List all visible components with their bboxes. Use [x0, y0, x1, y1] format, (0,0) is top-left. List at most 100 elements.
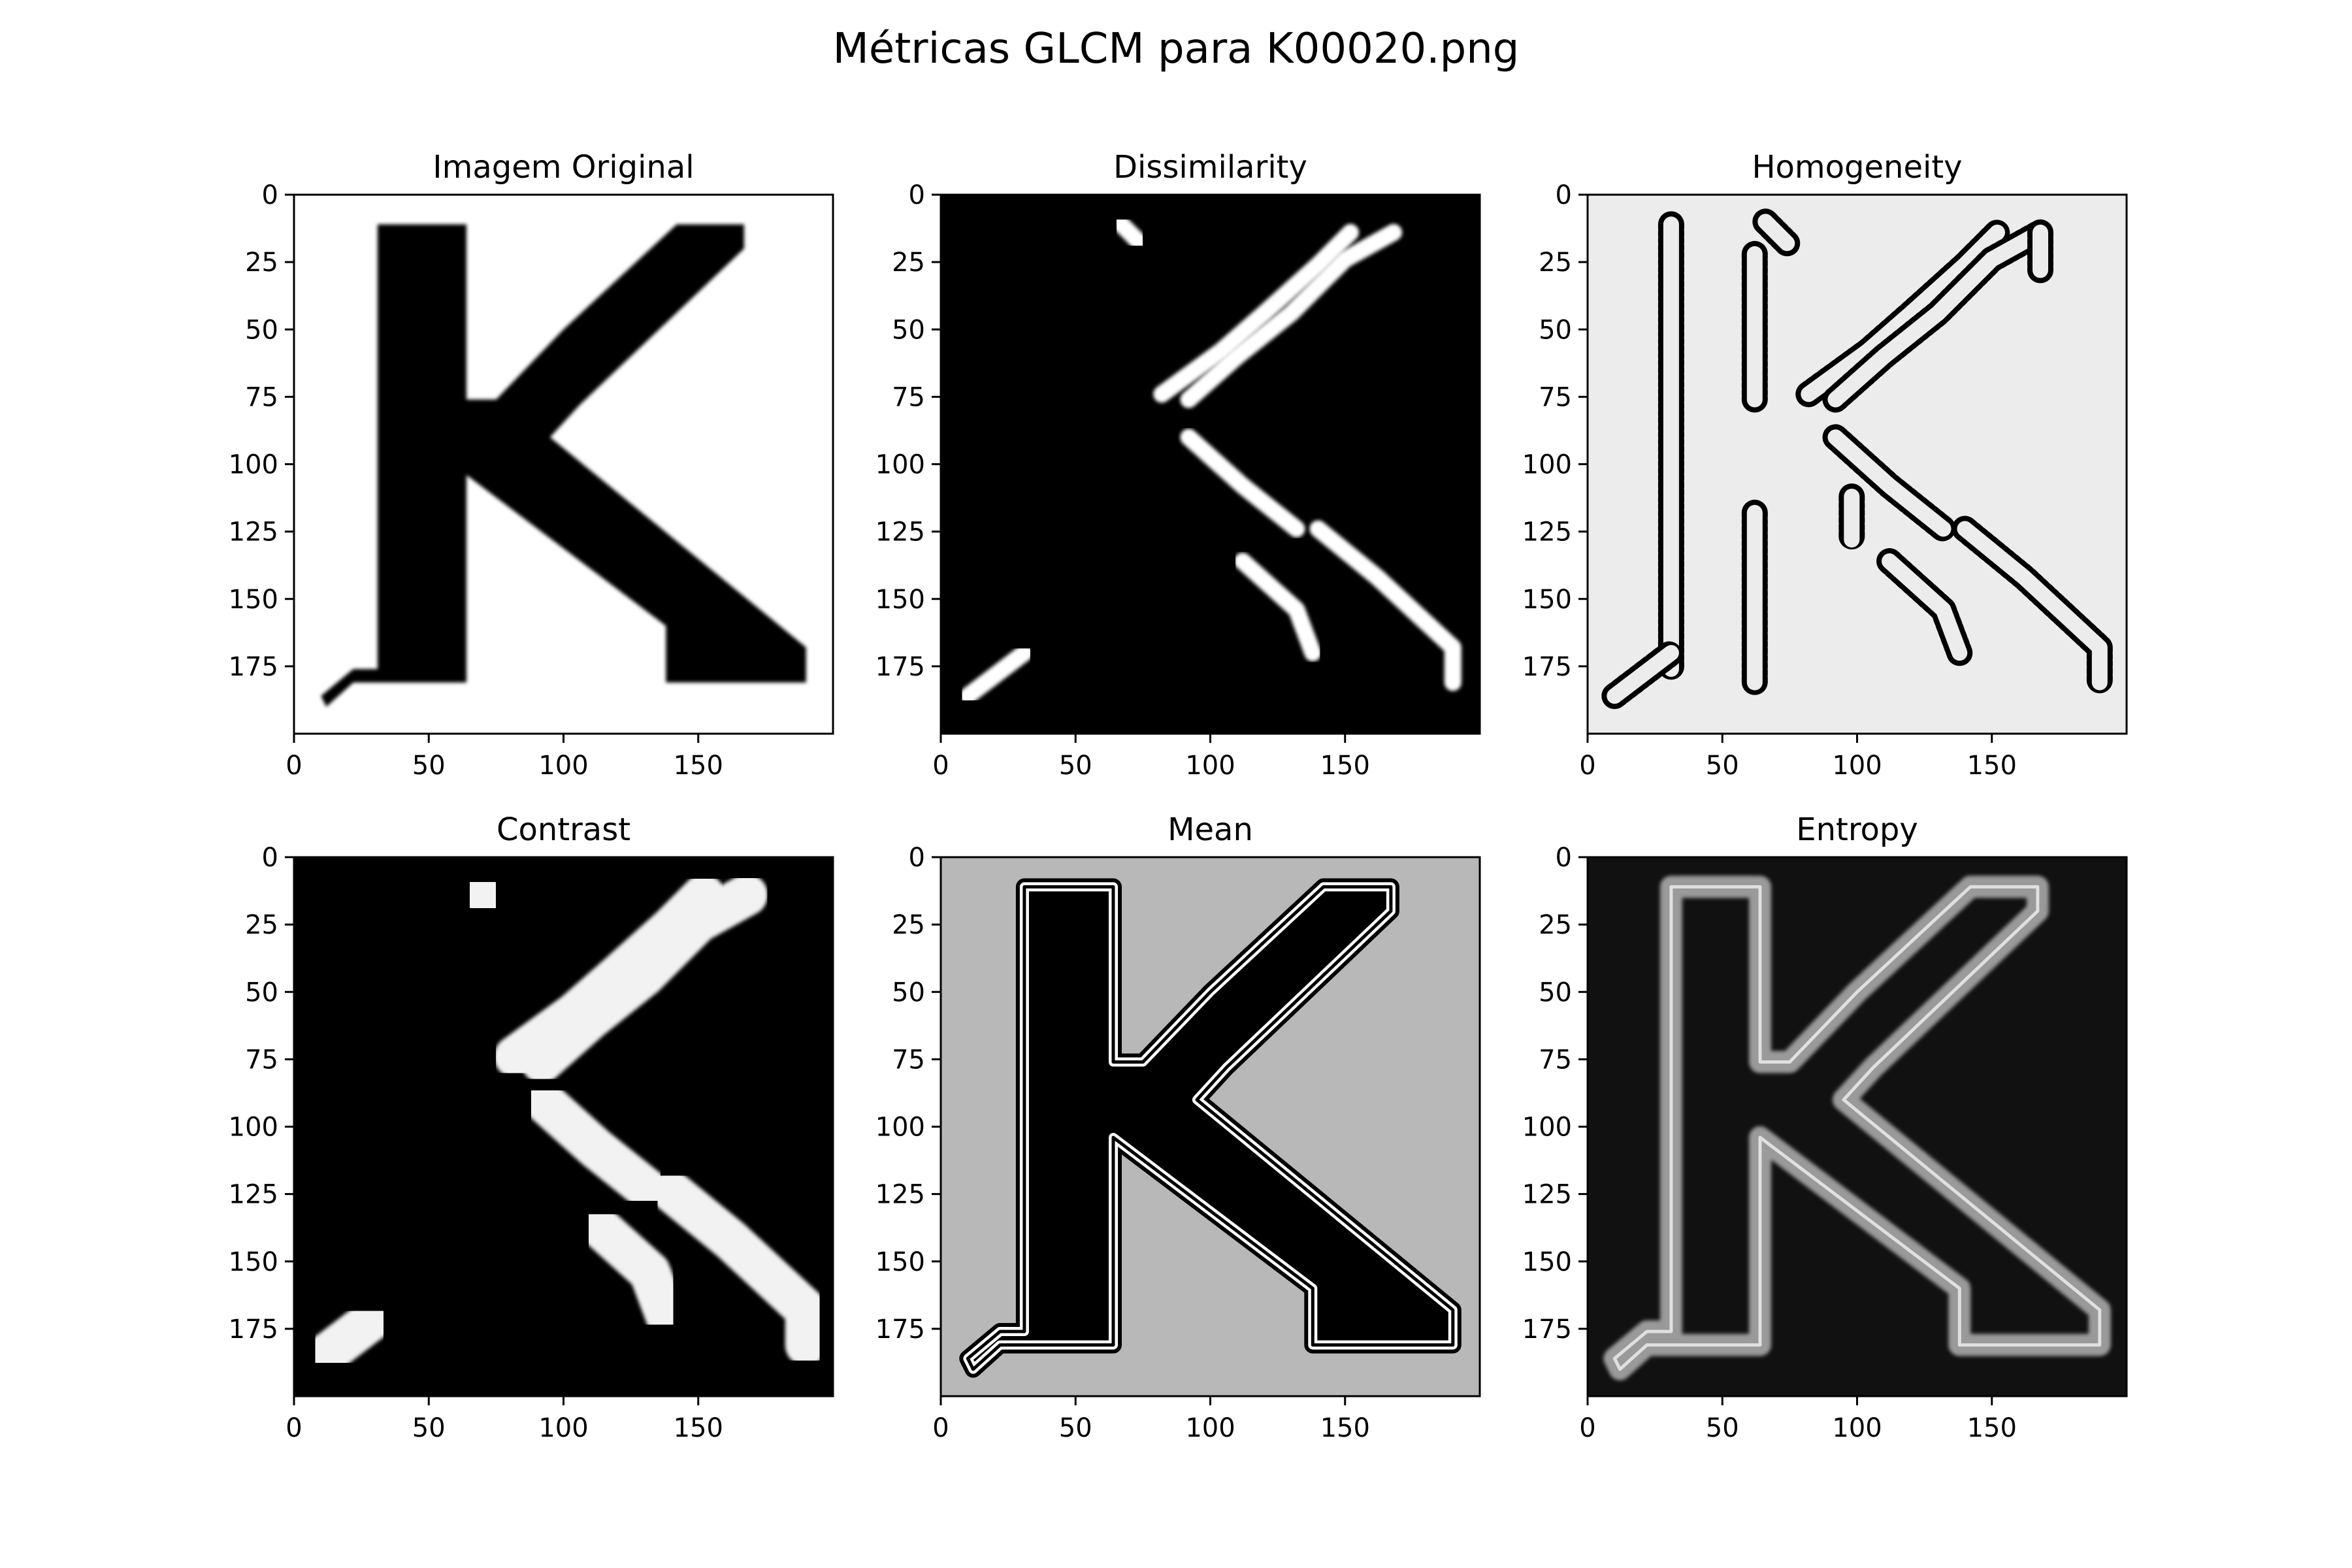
- edge-stroke: [1309, 520, 1462, 691]
- y-tick-label: 0: [909, 180, 925, 210]
- edge-stroke: [451, 863, 515, 927]
- y-tick-label: 175: [1522, 652, 1572, 682]
- y-tick-label: 0: [1556, 180, 1572, 210]
- y-tick-label: 25: [892, 910, 925, 940]
- y-tick-label: 25: [1539, 248, 1572, 278]
- y-tick-label: 25: [245, 248, 278, 278]
- x-tick-label: 50: [1059, 1413, 1092, 1443]
- y-tick-label: 50: [1539, 977, 1572, 1007]
- x-tick-label: 0: [286, 1413, 302, 1443]
- x-tick-label: 50: [412, 1413, 446, 1443]
- x-tick-label: 0: [1579, 751, 1595, 781]
- x-tick-label: 50: [1059, 751, 1092, 781]
- y-tick-label: 75: [892, 1045, 925, 1075]
- panel-image: [941, 857, 1480, 1396]
- y-tick-label: 25: [245, 910, 278, 940]
- edge-stroke: [959, 644, 1033, 705]
- y-tick-label: 100: [875, 450, 925, 480]
- panel-image: [294, 857, 833, 1396]
- y-tick-label: 0: [262, 843, 278, 873]
- y-tick-label: 125: [229, 1180, 278, 1210]
- y-tick-label: 125: [875, 517, 925, 547]
- x-tick-label: 100: [538, 1413, 588, 1443]
- edge-stroke: [1153, 223, 1359, 403]
- y-tick-label: 150: [229, 1247, 278, 1277]
- edge-stroke: [300, 1294, 399, 1380]
- x-tick-label: 100: [1832, 1413, 1882, 1443]
- edge-stroke-inner: [1607, 645, 1679, 704]
- panel-2: Dissimilarity 0 50 100 150 0 25 50 75 100 125 150 17…: [875, 149, 1481, 781]
- y-tick-label: 50: [1539, 315, 1572, 345]
- panel-title: Entropy: [1796, 811, 1918, 848]
- y-tick-label: 75: [245, 382, 278, 412]
- panel-image: [1588, 857, 2127, 1396]
- x-tick-label: 150: [674, 1413, 723, 1443]
- panel-3: Homogeneity 0 50 100 150 0 25 50 75 100 125 150 175: [1522, 149, 2128, 781]
- edge-stroke: [521, 1079, 671, 1213]
- x-tick-label: 50: [1706, 751, 1739, 781]
- y-tick-label: 125: [875, 1180, 925, 1210]
- edge-stroke-inner: [1882, 553, 1968, 661]
- edge-stroke: [521, 874, 768, 1083]
- y-tick-label: 100: [875, 1113, 925, 1143]
- x-tick-label: 150: [1320, 1413, 1370, 1443]
- panel-title: Dissimilarity: [1113, 149, 1307, 186]
- y-tick-label: 75: [892, 382, 925, 412]
- x-tick-label: 0: [932, 751, 949, 781]
- y-tick-label: 50: [245, 977, 278, 1007]
- y-tick-label: 100: [1522, 450, 1572, 480]
- edge-stroke-inner: [1757, 214, 1795, 252]
- x-tick-label: 100: [1185, 751, 1235, 781]
- edge-stroke: [1234, 553, 1322, 662]
- x-tick-label: 150: [1967, 751, 2017, 781]
- y-tick-label: 125: [229, 517, 278, 547]
- edge-stroke-inner: [1827, 224, 2048, 408]
- glyph-outline-inner: [966, 885, 1455, 1371]
- y-tick-label: 150: [1522, 585, 1572, 615]
- x-tick-label: 100: [1185, 1413, 1235, 1443]
- edge-stroke: [575, 1203, 687, 1337]
- x-tick-label: 50: [1706, 1413, 1739, 1443]
- glyph-shape: [321, 224, 806, 707]
- x-tick-label: 150: [1320, 751, 1370, 781]
- y-tick-label: 0: [1556, 843, 1572, 873]
- edge-stroke: [1110, 213, 1149, 252]
- x-tick-label: 0: [1579, 1413, 1595, 1443]
- x-tick-label: 150: [674, 751, 723, 781]
- panel-6: Entropy 0 50 100 150 0 25 50 75 100 125 150 175: [1522, 811, 2128, 1443]
- y-tick-label: 150: [875, 585, 925, 615]
- edge-stroke-inner: [1827, 429, 1952, 537]
- panel-image: [1588, 195, 2127, 734]
- y-tick-label: 0: [262, 180, 278, 210]
- panel-title: Contrast: [497, 811, 630, 848]
- y-tick-label: 75: [1539, 382, 1572, 412]
- figure-title: Métricas GLCM para K00020.png: [832, 25, 1520, 73]
- y-tick-label: 100: [229, 1113, 278, 1143]
- y-tick-label: 150: [1522, 1247, 1572, 1277]
- panel-title: Imagem Original: [433, 149, 694, 186]
- y-tick-label: 100: [1522, 1113, 1572, 1143]
- edge-stroke: [1180, 223, 1402, 408]
- y-tick-label: 175: [229, 1315, 278, 1345]
- y-tick-label: 100: [229, 450, 278, 480]
- y-tick-label: 150: [229, 585, 278, 615]
- y-tick-label: 175: [875, 1315, 925, 1345]
- y-tick-label: 125: [1522, 1180, 1572, 1210]
- edge-stroke-inner: [1957, 521, 2108, 691]
- edge-stroke: [650, 1170, 827, 1366]
- edge-stroke: [1180, 429, 1305, 538]
- y-tick-label: 25: [1539, 910, 1572, 940]
- glyph-outline-core: [1612, 885, 2102, 1371]
- y-tick-label: 50: [892, 977, 925, 1007]
- x-tick-label: 0: [286, 751, 302, 781]
- y-tick-label: 75: [245, 1045, 278, 1075]
- panel-image: [294, 195, 833, 734]
- panel-1: Imagem Original 0 50 100 150 0 25 50 75 100 125 150…: [229, 149, 834, 781]
- y-tick-label: 175: [229, 652, 278, 682]
- x-tick-label: 50: [412, 751, 446, 781]
- panel-5: Mean 0 50 100 150 0 25 50 75 100 125 150 175: [875, 811, 1481, 1443]
- x-tick-label: 150: [1967, 1413, 2017, 1443]
- panel-4: Contrast 0 50 100 150 0 25 50 75 100 125 150 175: [229, 811, 834, 1443]
- y-tick-label: 25: [892, 248, 925, 278]
